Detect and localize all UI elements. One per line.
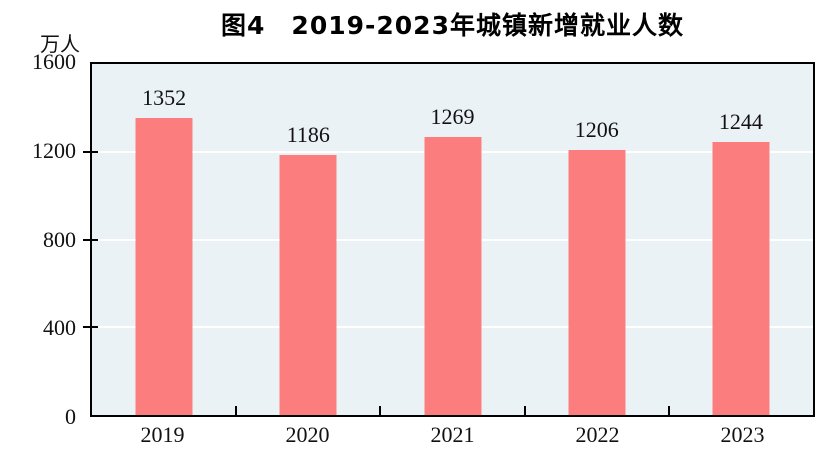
y-axis-label-1200: 1200: [32, 137, 76, 163]
bar-2019: [135, 118, 193, 415]
y-axis-label-0: 0: [65, 404, 76, 429]
x-tick-boundary-4: [667, 406, 670, 415]
y-axis-unit-label: 万人: [40, 34, 80, 56]
chart-title: 图4 2019-2023年城镇新增就业人数: [221, 11, 684, 40]
y-tick-400: [83, 326, 98, 329]
plot-area: 1352 1186 1269 1206 1244: [83, 62, 815, 417]
x-axis-tick-labels: 2019 2020 2021 2022 2023: [90, 422, 815, 448]
bar-value-2019: 1352: [142, 85, 187, 111]
x-tick-boundary-2: [379, 406, 382, 415]
y-tick-1200: [83, 150, 98, 153]
bar-2020: [279, 154, 337, 415]
x-tick-boundary-3: [523, 406, 526, 415]
x-axis-label-2022: 2022: [575, 422, 620, 447]
x-axis-label-2021: 2021: [430, 422, 475, 447]
x-axis-label-2019: 2019: [140, 422, 185, 447]
bar-slot-2019: 1352: [92, 64, 236, 415]
bar-value-2023: 1244: [718, 109, 763, 135]
x-axis-label-2020: 2020: [285, 422, 330, 447]
y-axis-label-1600: 1600: [32, 49, 76, 74]
bar-value-2022: 1206: [574, 117, 619, 143]
bar-slot-2023: 1244: [669, 64, 813, 415]
bar-2022: [568, 150, 626, 415]
x-tick-boundary-1: [235, 406, 238, 415]
bar-slot-2022: 1206: [525, 64, 669, 415]
bar-slot-2021: 1269: [380, 64, 524, 415]
bars-row: 1352 1186 1269 1206 1244: [92, 64, 813, 415]
y-axis-tick-labels: 0 400 800 1200 1600: [0, 49, 80, 429]
y-axis-label-800: 800: [43, 226, 76, 252]
y-tick-800: [83, 238, 98, 241]
bar-value-2020: 1186: [286, 121, 330, 147]
bar-2021: [424, 136, 481, 415]
bar-slot-2020: 1186: [236, 64, 380, 415]
bar-value-2021: 1269: [430, 103, 475, 129]
bar-2023: [712, 142, 770, 415]
x-axis-label-2023: 2023: [720, 422, 765, 447]
y-axis-label-400: 400: [43, 315, 76, 341]
